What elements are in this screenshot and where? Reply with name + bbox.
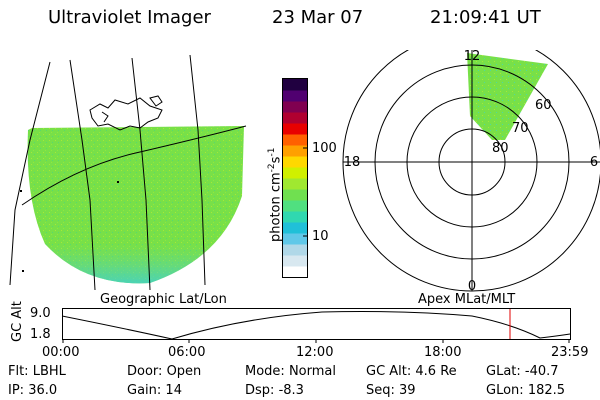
- colorbar-segment: [283, 211, 307, 223]
- colorbar-segment: [283, 178, 307, 190]
- mlt-label-0: 0: [468, 279, 476, 294]
- meridian-line: [9, 61, 51, 286]
- colorbar-segment: [283, 200, 307, 212]
- altitude-curve: [62, 311, 571, 340]
- altitude-ytick-min: 1.8: [30, 327, 51, 342]
- polar-caption: Apex MLat/MLT: [418, 292, 516, 307]
- meridian-line: [189, 55, 206, 286]
- colorbar-segment: [283, 134, 307, 146]
- colorbar-segment: [283, 255, 307, 267]
- meridian-line: [131, 57, 151, 291]
- altitude-xtick-0600: 06:00: [168, 345, 206, 360]
- altitude-xtick-1800: 18:00: [424, 345, 462, 360]
- status-gain: Gain: 14: [127, 383, 182, 398]
- colorbar-unit-label: photon cm-2s-1: [267, 147, 284, 242]
- instrument-title: Ultraviolet Imager: [48, 7, 211, 28]
- status-flt: Flt: LBHL: [8, 364, 66, 379]
- altitude-xtick-2359: 23:59: [551, 345, 589, 360]
- colorbar-segment: [283, 112, 307, 124]
- color-bar: [282, 78, 308, 278]
- status-dsp: Dsp: -8.3: [245, 383, 304, 398]
- status-seq: Seq: 39: [366, 383, 416, 398]
- status-gc-alt: GC Alt: 4.6 Re: [366, 364, 457, 379]
- mlt-label-12: 12: [464, 50, 481, 64]
- mlat-label-80: 80: [492, 141, 509, 156]
- colorbar-segment: [283, 101, 307, 113]
- coastline: [89, 95, 163, 131]
- status-glat: GLat: -40.7: [486, 364, 559, 379]
- colorbar-segment: [283, 79, 307, 91]
- colorbar-segment: [283, 123, 307, 135]
- altitude-ytick-max: 9.0: [30, 306, 51, 321]
- colorbar-segment: [283, 145, 307, 157]
- status-mode: Mode: Normal: [245, 364, 336, 379]
- altitude-xtick-1200: 12:00: [296, 345, 334, 360]
- mlt-label-6: 6: [590, 155, 598, 170]
- header-time: 21:09:41 UT: [430, 7, 541, 28]
- colorbar-tick-100: 100: [312, 141, 337, 156]
- polar-plot: 12 18 6 0 80 70 60: [342, 50, 600, 294]
- colorbar-segment: [283, 222, 307, 234]
- status-ip: IP: 36.0: [8, 383, 58, 398]
- geographic-map: [9, 55, 247, 291]
- status-door: Door: Open: [127, 364, 202, 379]
- header-date: 23 Mar 07: [272, 7, 364, 28]
- map-caption: Geographic Lat/Lon: [100, 292, 227, 307]
- mlat-label-70: 70: [512, 121, 529, 136]
- status-glon: GLon: 182.5: [486, 383, 566, 398]
- colorbar-segment: [283, 90, 307, 102]
- colorbar-segment: [283, 266, 307, 278]
- altitude-ylabel: GC Alt: [10, 301, 25, 342]
- altitude-xtick-0000: 00:00: [42, 345, 80, 360]
- polar-auroral-region: [467, 53, 548, 140]
- mlt-label-18: 18: [344, 155, 361, 170]
- colorbar-segment: [283, 244, 307, 256]
- colorbar-border: [282, 78, 308, 278]
- colorbar-tick-10: 10: [312, 229, 329, 244]
- colorbar-segment: [283, 189, 307, 201]
- colorbar-segment: [283, 156, 307, 168]
- meridian-line: [69, 59, 96, 291]
- altitude-plot: [62, 308, 571, 343]
- colorbar-segment: [283, 167, 307, 179]
- mlat-label-60: 60: [535, 98, 552, 113]
- latitude-line: [21, 125, 247, 206]
- colorbar-segment: [283, 233, 307, 245]
